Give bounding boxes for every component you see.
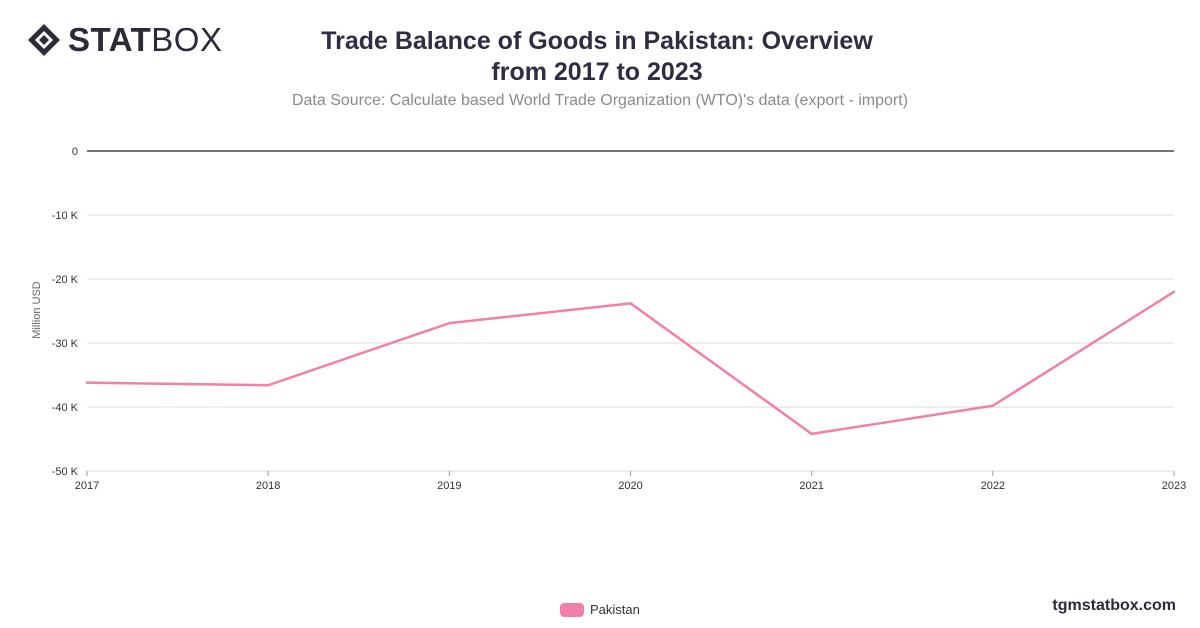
y-tick-label: -30 K [52, 338, 79, 350]
x-tick-label: 2018 [256, 480, 280, 492]
chart-title: Trade Balance of Goods in Pakistan: Over… [321, 27, 873, 86]
series-line-pakistan [85, 290, 1176, 436]
x-tick-label: 2021 [799, 480, 823, 492]
legend-label: Pakistan [590, 602, 640, 617]
x-tick-label: 2020 [618, 480, 642, 492]
y-tick-label: -10 K [52, 210, 79, 222]
diamond-logo-icon [28, 24, 60, 56]
y-tick-label: -50 K [52, 466, 79, 478]
watermark: tgmstatbox.com [1052, 597, 1176, 614]
y-axis-label: Million USD [31, 281, 43, 339]
y-tick-label: -20 K [52, 274, 79, 286]
x-tick-label: 2023 [1162, 480, 1186, 492]
statbox-logo: STATBOX [26, 22, 222, 58]
y-tick-label: 0 [72, 146, 78, 158]
x-tick-label: 2017 [75, 480, 99, 492]
y-tick-label: -40 K [52, 402, 79, 414]
x-tick-label: 2022 [981, 480, 1005, 492]
x-tick-label: 2019 [437, 480, 461, 492]
logo-text: STATBOX [68, 21, 223, 58]
chart-subtitle: Data Source: Calculate based World Trade… [291, 92, 909, 109]
legend-swatch-pakistan [560, 602, 584, 617]
legend[interactable]: Pakistan [560, 602, 640, 617]
